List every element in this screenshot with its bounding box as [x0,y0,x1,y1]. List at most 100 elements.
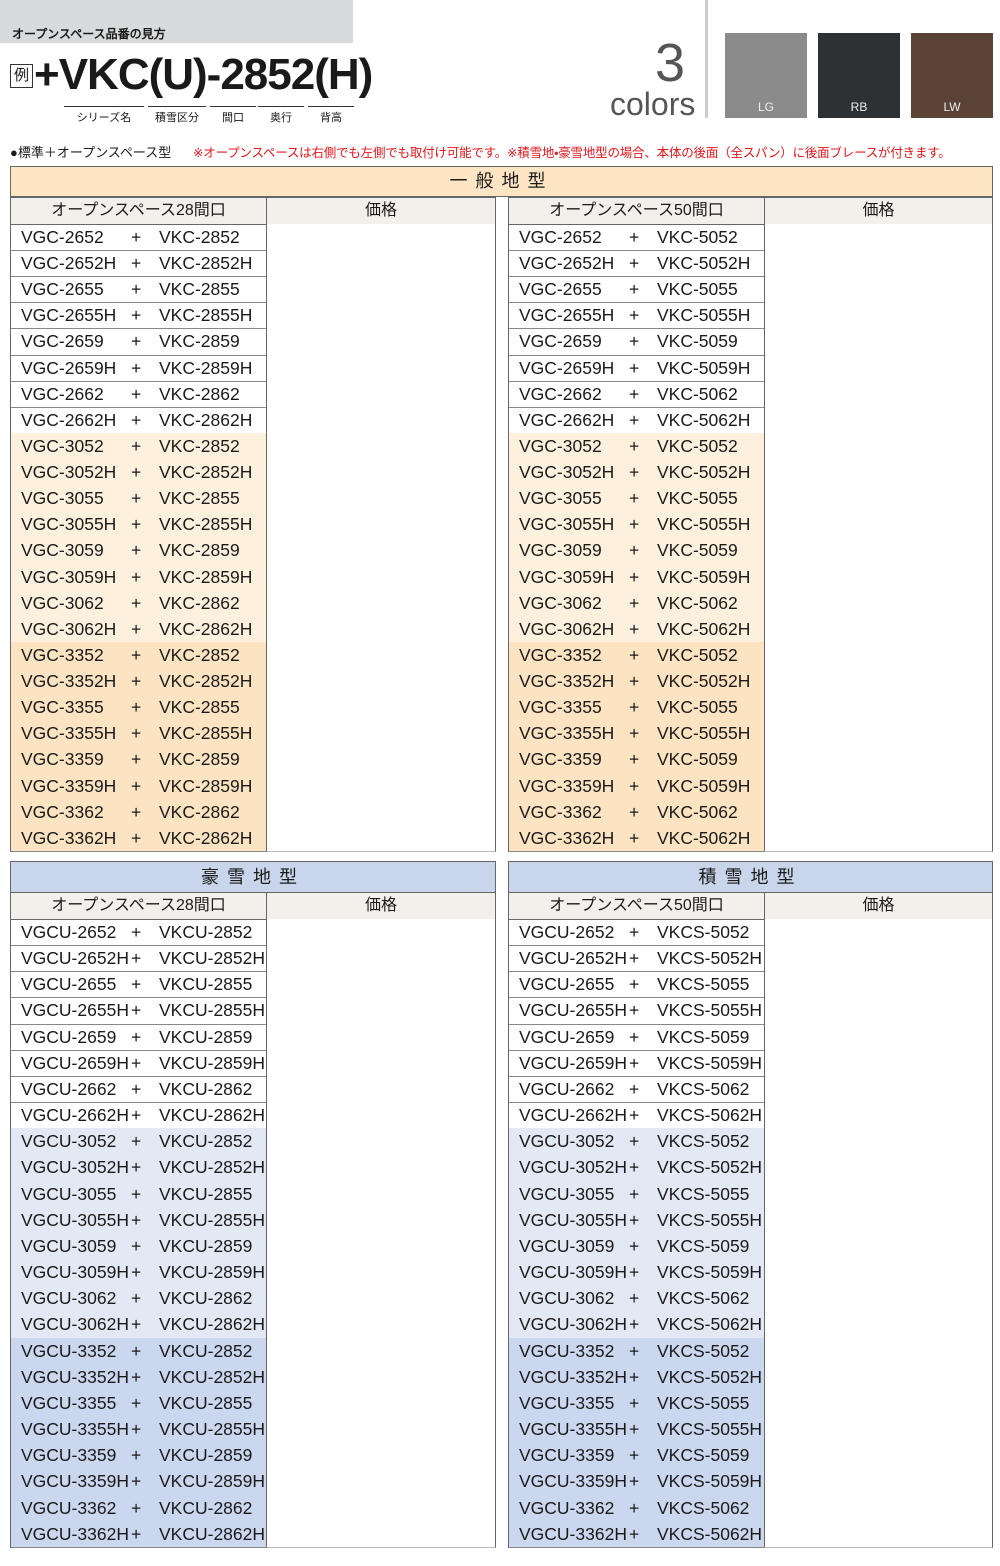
plus: + [131,227,142,247]
section-title: 豪雪地型 [10,861,496,893]
column-header: オープンスペース28間口 [10,197,267,225]
table-row: VGC-2659 + VKC-5059 [508,328,765,356]
product-code: VGCU-2655 [519,974,615,995]
plus: + [131,1392,142,1413]
product-code: VKCU-2862 [159,1288,253,1309]
column-header: 価格 [266,197,496,225]
product-code: VGC-3052H [519,462,615,483]
product-code: VKC-2862 [159,592,240,613]
table-row: VGCU-3352 + VKCS-5052 [508,1337,765,1365]
price-cell [266,1075,496,1104]
price-cell [764,694,993,722]
plus: + [131,1523,142,1544]
product-code: VKC-2859H [159,775,253,796]
product-code: VGCU-3362H [519,1523,627,1544]
plus: + [629,1262,640,1283]
product-code: VKC-5052H [657,671,751,692]
product-code: VGCU-3352H [21,1366,129,1387]
price-cell [266,406,496,434]
plus: + [131,922,142,942]
plus: + [131,1105,142,1126]
price-cell [266,746,496,774]
product-code: VKC-5055H [657,723,751,744]
product-code: VKCU-2862H [159,1523,266,1544]
price-cell [764,302,993,330]
price-cell [266,1023,496,1051]
plus: + [629,1157,640,1178]
product-code: VGCU-2655 [21,974,117,995]
table-row: VGC-3062 + VKC-2862 [10,589,267,617]
price-cell [764,919,993,947]
product-code: VKCS-5052 [657,1131,750,1152]
product-code: VKCU-2855 [159,1392,253,1413]
price-cell [266,1520,496,1548]
product-code: VKC-2862 [159,801,240,822]
price-cell [266,1154,496,1182]
table-row: VGCU-3359H + VKCS-5059H [508,1468,765,1496]
price-cell [266,1232,496,1261]
table-row: VGCU-3352H + VKCU-2852H [10,1363,267,1391]
plus: + [131,357,142,378]
price-cell [764,1075,993,1104]
price-cell [266,485,496,513]
swatch-label: RB [850,100,868,114]
product-code: VKC-5052H [657,253,751,274]
price-cell [764,668,993,696]
price-cell [764,720,993,748]
price-cell [266,1285,496,1313]
plus: + [629,775,640,796]
table-row: VGC-2659H + VKC-5059H [508,354,765,382]
table-row: VGC-2662H + VKC-5062H [508,406,765,434]
table-row: VGCU-3062H + VKCU-2862H [10,1311,267,1339]
table-row: VGCU-2655H + VKCU-2855H [10,997,267,1025]
product-code: VKC-2855H [159,723,253,744]
table-row: VGCU-3362 + VKCS-5062 [508,1494,765,1522]
table-row: VGCU-3055H + VKCS-5055H [508,1206,765,1234]
price-cell [266,537,496,565]
price-cell [266,276,496,304]
table-row: VGC-3355 + VKC-5055 [508,694,765,722]
plus: + [131,1366,142,1387]
table-row: VGC-3052H + VKC-2852H [10,459,267,487]
price-cell [266,668,496,696]
product-code: VKCU-2862H [159,1314,266,1335]
table-row: VGC-3059 + VKC-5059 [508,537,765,565]
product-code: VGC-3359H [21,775,117,796]
plus: + [629,1523,640,1544]
product-code: VGCU-3055H [21,1209,129,1230]
plus: + [629,253,640,274]
product-code: VGCU-3052H [519,1157,627,1178]
product-code: VKC-2852H [159,253,253,274]
product-code: VKC-2855H [159,305,253,326]
product-code: VGC-3055 [21,488,104,509]
price-cell [266,615,496,643]
product-code: VGC-3355 [21,697,104,718]
plus: + [629,1497,640,1518]
product-code: VKCS-5062H [657,1105,763,1126]
plus: + [629,1419,640,1440]
table-row: VGC-3059H + VKC-2859H [10,563,267,591]
product-code: VGCU-2659 [21,1026,117,1047]
price-cell [266,250,496,278]
product-code: VGC-2659 [519,331,602,352]
plus: + [629,801,640,822]
product-code: VKC-5059H [657,357,751,378]
column-header: オープンスペース50間口 [508,197,765,225]
product-code: VKCS-5055 [657,974,750,995]
product-code: VKCS-5052H [657,1157,763,1178]
price-cell [764,1442,993,1470]
table-row: VGCU-3359 + VKCS-5059 [508,1442,765,1470]
table-row: VGC-2655 + VKC-5055 [508,276,765,304]
product-code: VGC-3362 [519,801,602,822]
product-code: VGCU-3062H [21,1314,129,1335]
product-code: VKCS-5059 [657,1026,750,1047]
product-code: VGCU-2652H [519,948,627,969]
table-row: VGC-3052H + VKC-5052H [508,459,765,487]
plus: + [131,331,142,352]
table-row: VGC-3359 + VKC-5059 [508,746,765,774]
example-code: +VKC(U)-2852(H) [34,50,373,99]
product-code: VKCU-2862H [159,1105,266,1126]
product-code: VGCU-3059 [21,1235,117,1256]
product-code: VKCS-5059 [657,1235,750,1256]
price-cell [266,224,496,252]
